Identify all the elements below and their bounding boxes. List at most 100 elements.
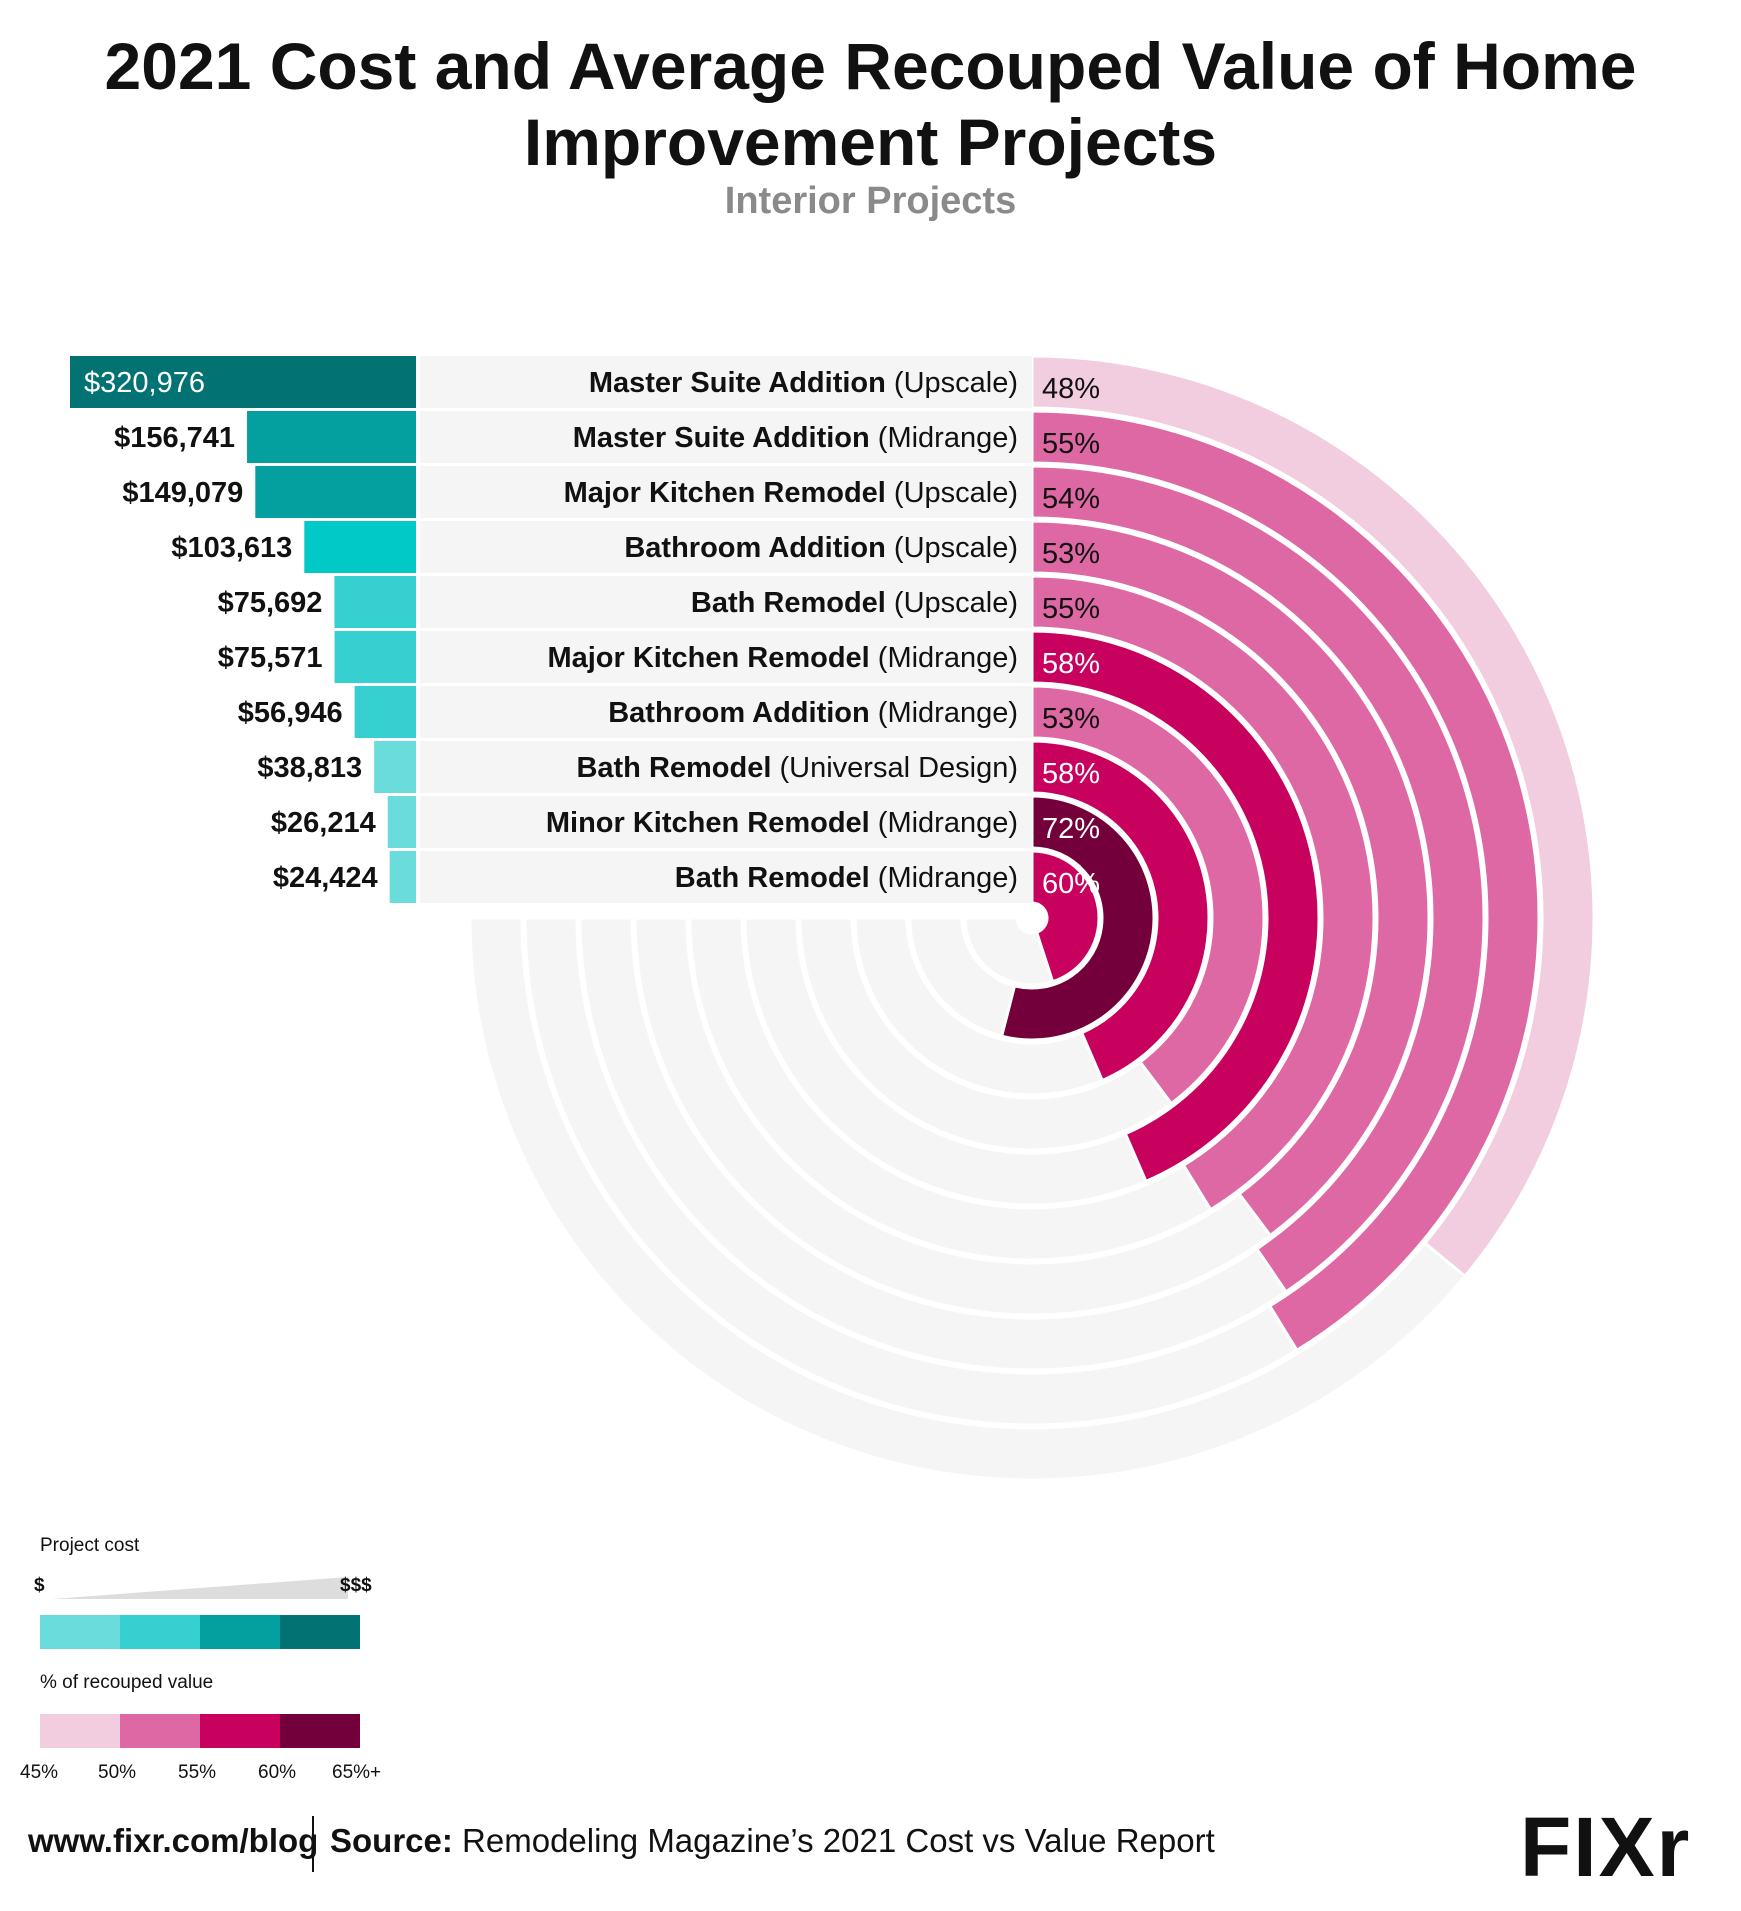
cost-label: $103,613 [171, 532, 292, 564]
project-name: Bathroom Addition [608, 697, 878, 729]
project-variant: (Midrange) [878, 642, 1018, 674]
cost-swatch-2 [120, 1615, 200, 1649]
cost-bar [374, 741, 416, 793]
recouped-pct-label: 58% [1042, 648, 1100, 680]
recouped-swatch-4 [280, 1714, 360, 1748]
project-name: Bath Remodel [576, 752, 779, 784]
radial-arc-group [999, 354, 1596, 1353]
cost-bar [255, 466, 416, 518]
cost-label: $24,424 [273, 862, 378, 894]
cost-legend: Project cost $ $$$ [34, 1535, 380, 1655]
cost-bar [247, 411, 416, 463]
recouped-arc [1030, 739, 1211, 1083]
project-variant: (Universal Design) [779, 752, 1018, 784]
project-name: Major Kitchen Remodel [564, 477, 894, 509]
recouped-arc [1030, 354, 1596, 1279]
recouped-pct-label: 53% [1042, 703, 1100, 735]
project-label: Master Suite Addition (Upscale) [589, 367, 1018, 399]
recouped-tick-3: 55% [178, 1762, 217, 1783]
project-name: Bath Remodel [675, 862, 878, 894]
cost-bar [70, 356, 416, 408]
recouped-tick-1: 45% [20, 1762, 59, 1783]
cost-bar [304, 521, 416, 573]
project-variant: (Upscale) [894, 532, 1018, 564]
footer-divider [312, 1816, 314, 1872]
project-name: Bath Remodel [691, 587, 894, 619]
recouped-tick-2: 50% [98, 1762, 137, 1783]
cost-swatch-1 [40, 1615, 120, 1649]
row-label-background [420, 356, 1032, 408]
row-label-background [420, 411, 1032, 463]
chart-subtitle: Interior Projects [724, 180, 1017, 222]
row-label-background [420, 796, 1032, 848]
project-variant: (Upscale) [894, 587, 1018, 619]
row-label-background [420, 466, 1032, 518]
recouped-pct-label: 48% [1042, 373, 1100, 405]
recouped-pct-label: 55% [1042, 593, 1100, 625]
project-name: Bathroom Addition [624, 532, 894, 564]
project-name: Master Suite Addition [589, 367, 894, 399]
footer-url-link[interactable]: www.fixr.com/blog [28, 1822, 319, 1859]
project-name: Master Suite Addition [573, 422, 878, 454]
cost-label: $75,692 [218, 587, 323, 619]
recouped-tick-4: 60% [258, 1762, 297, 1783]
cost-label: $156,741 [114, 422, 235, 454]
cost-swatch-4 [280, 1615, 360, 1649]
project-variant: (Upscale) [894, 367, 1018, 399]
recouped-legend-swatches [40, 1714, 360, 1748]
project-label: Bath Remodel (Upscale) [691, 587, 1018, 619]
recouped-legend: % of recouped value 45% 50% 55% 60% 65%+ [20, 1672, 400, 1783]
project-variant: (Midrange) [878, 697, 1018, 729]
recouped-pct-label: 72% [1042, 813, 1100, 845]
cost-label: $38,813 [257, 752, 362, 784]
row-group: $320,976 Master Suite Addition (Upscale) 4… [70, 356, 1100, 903]
recouped-arc [999, 794, 1156, 1042]
project-variant: (Midrange) [878, 807, 1018, 839]
cost-bar [334, 631, 416, 683]
project-label: Master Suite Addition (Midrange) [573, 422, 1018, 454]
row-label-background [420, 741, 1032, 793]
cost-label: $320,976 [84, 367, 205, 399]
cost-bar [334, 576, 416, 628]
row-label-background [420, 521, 1032, 573]
project-name: Major Kitchen Remodel [547, 642, 877, 674]
project-label: Bath Remodel (Midrange) [675, 862, 1018, 894]
project-label: Bath Remodel (Universal Design) [576, 752, 1018, 784]
footer-source-text: Remodeling Magazine’s 2021 Cost vs Value… [462, 1822, 1215, 1859]
cost-legend-swatches [40, 1615, 360, 1649]
recouped-tick-5: 65%+ [332, 1762, 382, 1783]
cost-legend-high: $$$ [340, 1575, 372, 1596]
footer-source-label: Source: [330, 1822, 453, 1859]
recouped-swatch-1 [40, 1714, 120, 1748]
project-label: Major Kitchen Remodel (Midrange) [547, 642, 1018, 674]
cost-label: $75,571 [218, 642, 323, 674]
cost-label: $56,946 [238, 697, 343, 729]
recouped-swatch-3 [200, 1714, 280, 1748]
project-label: Minor Kitchen Remodel (Midrange) [546, 807, 1018, 839]
recouped-arc [1030, 519, 1431, 1238]
project-label: Bathroom Addition (Midrange) [608, 697, 1018, 729]
recouped-arc [1030, 574, 1376, 1212]
cost-label: $149,079 [122, 477, 243, 509]
fixr-logo-text: FIXr [1520, 1808, 1691, 1882]
recouped-arc [1030, 409, 1541, 1353]
project-name: Minor Kitchen Remodel [546, 807, 878, 839]
chart-title: 2021 Cost and Average Recouped Value of … [104, 29, 1637, 179]
cost-legend-low: $ [34, 1575, 45, 1596]
row-label-background [420, 686, 1032, 738]
cost-swatch-3 [200, 1615, 280, 1649]
cost-bar [387, 796, 416, 848]
recouped-legend-title: % of recouped value [40, 1672, 214, 1693]
project-label: Major Kitchen Remodel (Upscale) [564, 477, 1018, 509]
recouped-arc [1030, 464, 1486, 1294]
recouped-arc [1030, 629, 1321, 1184]
recouped-swatch-2 [120, 1714, 200, 1748]
cost-bar [389, 851, 416, 903]
cost-bar [354, 686, 416, 738]
recouped-arc [1030, 849, 1101, 984]
project-variant: (Upscale) [894, 477, 1018, 509]
row-label-background [420, 851, 1032, 903]
cost-legend-title: Project cost [40, 1535, 140, 1556]
recouped-pct-label: 60% [1042, 868, 1100, 900]
